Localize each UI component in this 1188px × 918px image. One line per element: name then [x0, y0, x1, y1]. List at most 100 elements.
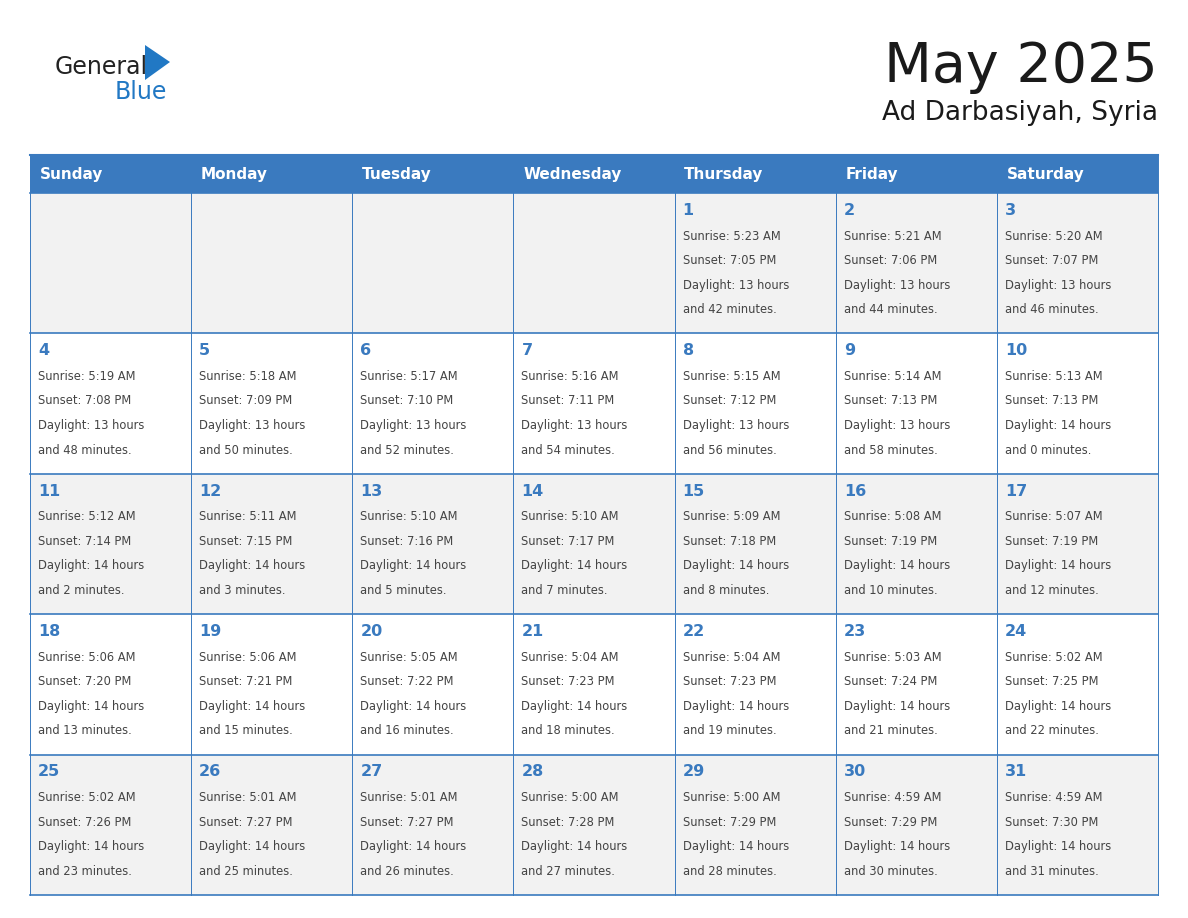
Text: Sunrise: 4:59 AM: Sunrise: 4:59 AM — [1005, 791, 1102, 804]
Text: Daylight: 14 hours: Daylight: 14 hours — [522, 700, 627, 713]
Text: Sunrise: 5:20 AM: Sunrise: 5:20 AM — [1005, 230, 1102, 242]
Text: Thursday: Thursday — [684, 166, 764, 182]
Text: Daylight: 14 hours: Daylight: 14 hours — [360, 700, 467, 713]
Text: and 22 minutes.: and 22 minutes. — [1005, 724, 1099, 737]
Text: Sunset: 7:19 PM: Sunset: 7:19 PM — [1005, 535, 1098, 548]
Text: Sunrise: 5:15 AM: Sunrise: 5:15 AM — [683, 370, 781, 383]
Text: 12: 12 — [200, 484, 221, 498]
FancyBboxPatch shape — [675, 474, 835, 614]
Text: Sunrise: 5:01 AM: Sunrise: 5:01 AM — [200, 791, 297, 804]
Text: 26: 26 — [200, 765, 221, 779]
Text: Daylight: 13 hours: Daylight: 13 hours — [843, 419, 950, 432]
Text: 30: 30 — [843, 765, 866, 779]
FancyBboxPatch shape — [353, 155, 513, 193]
FancyBboxPatch shape — [835, 755, 997, 895]
Text: Sunset: 7:20 PM: Sunset: 7:20 PM — [38, 676, 132, 688]
Text: and 28 minutes.: and 28 minutes. — [683, 865, 777, 878]
Text: Sunrise: 5:18 AM: Sunrise: 5:18 AM — [200, 370, 297, 383]
Text: Sunset: 7:07 PM: Sunset: 7:07 PM — [1005, 254, 1098, 267]
FancyBboxPatch shape — [997, 193, 1158, 333]
FancyBboxPatch shape — [675, 155, 835, 193]
Text: 29: 29 — [683, 765, 704, 779]
Text: Sunrise: 4:59 AM: Sunrise: 4:59 AM — [843, 791, 941, 804]
FancyBboxPatch shape — [835, 333, 997, 474]
FancyBboxPatch shape — [191, 333, 353, 474]
Text: Sunset: 7:16 PM: Sunset: 7:16 PM — [360, 535, 454, 548]
Text: Daylight: 13 hours: Daylight: 13 hours — [200, 419, 305, 432]
Text: Sunday: Sunday — [39, 166, 103, 182]
Text: and 42 minutes.: and 42 minutes. — [683, 303, 777, 316]
Text: and 16 minutes.: and 16 minutes. — [360, 724, 454, 737]
Text: and 19 minutes.: and 19 minutes. — [683, 724, 776, 737]
Text: Sunrise: 5:03 AM: Sunrise: 5:03 AM — [843, 651, 941, 664]
Text: Sunset: 7:28 PM: Sunset: 7:28 PM — [522, 816, 615, 829]
Text: Ad Darbasiyah, Syria: Ad Darbasiyah, Syria — [881, 100, 1158, 126]
Text: Sunrise: 5:10 AM: Sunrise: 5:10 AM — [360, 510, 457, 523]
FancyBboxPatch shape — [675, 333, 835, 474]
Text: and 26 minutes.: and 26 minutes. — [360, 865, 454, 878]
Text: and 46 minutes.: and 46 minutes. — [1005, 303, 1099, 316]
Text: Sunrise: 5:00 AM: Sunrise: 5:00 AM — [522, 791, 619, 804]
Text: 22: 22 — [683, 624, 704, 639]
Text: 10: 10 — [1005, 343, 1028, 358]
Text: Daylight: 14 hours: Daylight: 14 hours — [38, 700, 144, 713]
Text: and 23 minutes.: and 23 minutes. — [38, 865, 132, 878]
Text: Daylight: 13 hours: Daylight: 13 hours — [1005, 279, 1111, 292]
FancyBboxPatch shape — [835, 155, 997, 193]
Text: Sunset: 7:08 PM: Sunset: 7:08 PM — [38, 395, 132, 408]
Text: and 44 minutes.: and 44 minutes. — [843, 303, 937, 316]
Text: 21: 21 — [522, 624, 544, 639]
FancyBboxPatch shape — [30, 755, 191, 895]
Text: Sunset: 7:06 PM: Sunset: 7:06 PM — [843, 254, 937, 267]
Text: Sunrise: 5:11 AM: Sunrise: 5:11 AM — [200, 510, 297, 523]
Text: Sunrise: 5:16 AM: Sunrise: 5:16 AM — [522, 370, 619, 383]
Text: 19: 19 — [200, 624, 221, 639]
Text: Daylight: 14 hours: Daylight: 14 hours — [38, 840, 144, 853]
FancyBboxPatch shape — [835, 614, 997, 755]
FancyBboxPatch shape — [513, 474, 675, 614]
Text: and 52 minutes.: and 52 minutes. — [360, 443, 454, 456]
Text: Sunset: 7:22 PM: Sunset: 7:22 PM — [360, 676, 454, 688]
Text: 11: 11 — [38, 484, 61, 498]
Text: Daylight: 14 hours: Daylight: 14 hours — [522, 559, 627, 573]
FancyBboxPatch shape — [835, 193, 997, 333]
Text: Sunset: 7:19 PM: Sunset: 7:19 PM — [843, 535, 937, 548]
Text: Sunrise: 5:02 AM: Sunrise: 5:02 AM — [1005, 651, 1102, 664]
Text: Sunset: 7:15 PM: Sunset: 7:15 PM — [200, 535, 292, 548]
FancyBboxPatch shape — [997, 474, 1158, 614]
Text: Daylight: 14 hours: Daylight: 14 hours — [200, 559, 305, 573]
Text: 4: 4 — [38, 343, 49, 358]
Text: Sunset: 7:13 PM: Sunset: 7:13 PM — [843, 395, 937, 408]
Text: Blue: Blue — [115, 80, 168, 104]
Text: Sunset: 7:29 PM: Sunset: 7:29 PM — [683, 816, 776, 829]
Text: 25: 25 — [38, 765, 61, 779]
Text: and 8 minutes.: and 8 minutes. — [683, 584, 769, 597]
Text: Sunset: 7:17 PM: Sunset: 7:17 PM — [522, 535, 615, 548]
Text: 17: 17 — [1005, 484, 1028, 498]
Text: Friday: Friday — [846, 166, 898, 182]
Text: and 58 minutes.: and 58 minutes. — [843, 443, 937, 456]
FancyBboxPatch shape — [997, 333, 1158, 474]
Text: 23: 23 — [843, 624, 866, 639]
Text: Daylight: 14 hours: Daylight: 14 hours — [843, 559, 950, 573]
FancyBboxPatch shape — [997, 155, 1158, 193]
Text: Sunrise: 5:10 AM: Sunrise: 5:10 AM — [522, 510, 619, 523]
Text: 16: 16 — [843, 484, 866, 498]
Text: Sunset: 7:27 PM: Sunset: 7:27 PM — [360, 816, 454, 829]
Text: Daylight: 14 hours: Daylight: 14 hours — [1005, 700, 1111, 713]
Text: Sunrise: 5:19 AM: Sunrise: 5:19 AM — [38, 370, 135, 383]
Text: Sunrise: 5:14 AM: Sunrise: 5:14 AM — [843, 370, 941, 383]
Text: Daylight: 14 hours: Daylight: 14 hours — [683, 840, 789, 853]
FancyBboxPatch shape — [513, 614, 675, 755]
FancyBboxPatch shape — [30, 614, 191, 755]
Text: Daylight: 13 hours: Daylight: 13 hours — [843, 279, 950, 292]
Text: Sunset: 7:21 PM: Sunset: 7:21 PM — [200, 676, 292, 688]
Text: Sunset: 7:27 PM: Sunset: 7:27 PM — [200, 816, 292, 829]
Text: Sunrise: 5:13 AM: Sunrise: 5:13 AM — [1005, 370, 1102, 383]
Text: Sunrise: 5:04 AM: Sunrise: 5:04 AM — [522, 651, 619, 664]
Text: 2: 2 — [843, 203, 855, 218]
Text: Sunrise: 5:08 AM: Sunrise: 5:08 AM — [843, 510, 941, 523]
Text: Daylight: 14 hours: Daylight: 14 hours — [1005, 559, 1111, 573]
FancyBboxPatch shape — [191, 474, 353, 614]
Text: 7: 7 — [522, 343, 532, 358]
